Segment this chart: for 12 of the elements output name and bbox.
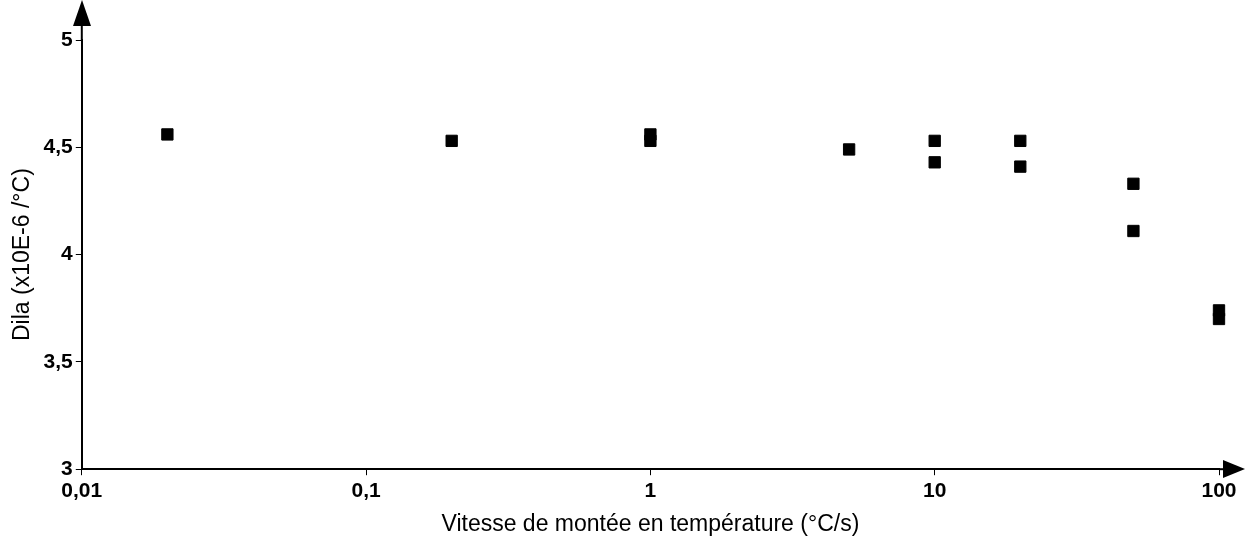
y-axis-title: Dila (x10E-6 /°C) [8,168,35,341]
y-tick-label: 3,5 [43,348,74,372]
x-tick-label: 10 [923,477,947,501]
x-axis-title: Vitesse de montée en température (°C/s) [441,509,860,536]
y-tick-label: 4 [61,241,74,265]
x-tick-label: 0,01 [61,477,103,501]
y-tick-label: 4,5 [43,134,74,158]
x-tick-label: 100 [1201,477,1237,501]
y-tick-label: 5 [61,26,74,50]
y-tick-label: 3 [61,456,73,479]
x-tick-label: 1 [644,477,657,501]
x-tick-label: 0,1 [351,477,382,501]
